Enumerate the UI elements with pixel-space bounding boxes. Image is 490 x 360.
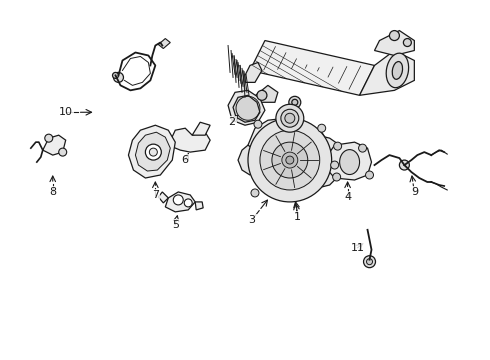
Polygon shape [195, 202, 203, 210]
Polygon shape [168, 128, 210, 152]
Polygon shape [192, 122, 210, 135]
Text: 10: 10 [59, 107, 73, 117]
Ellipse shape [386, 53, 409, 88]
Text: 11: 11 [350, 243, 365, 253]
Circle shape [390, 31, 399, 41]
Circle shape [333, 173, 341, 181]
Circle shape [146, 144, 161, 160]
Polygon shape [245, 62, 262, 82]
Circle shape [286, 156, 294, 164]
Text: 2: 2 [228, 117, 236, 127]
Polygon shape [165, 192, 195, 212]
Polygon shape [128, 125, 175, 178]
Circle shape [251, 189, 259, 197]
Circle shape [45, 134, 53, 142]
Text: 9: 9 [411, 187, 418, 197]
Polygon shape [43, 135, 66, 155]
Circle shape [359, 144, 367, 152]
Circle shape [272, 142, 308, 178]
Ellipse shape [340, 150, 360, 175]
Polygon shape [360, 50, 415, 95]
Circle shape [364, 256, 375, 268]
Polygon shape [374, 31, 415, 55]
Ellipse shape [392, 62, 403, 79]
Circle shape [260, 130, 319, 190]
Circle shape [292, 99, 298, 105]
Circle shape [184, 199, 192, 207]
Polygon shape [328, 142, 371, 180]
Circle shape [248, 118, 332, 202]
Circle shape [149, 148, 157, 156]
Polygon shape [252, 85, 278, 102]
Polygon shape [228, 90, 265, 125]
Circle shape [173, 195, 183, 205]
Text: 1: 1 [294, 212, 301, 222]
Text: 8: 8 [49, 187, 56, 197]
Circle shape [399, 160, 409, 170]
Text: 4: 4 [344, 192, 351, 202]
Polygon shape [135, 132, 171, 171]
Circle shape [367, 259, 372, 265]
Circle shape [113, 72, 119, 78]
Circle shape [281, 109, 299, 127]
Text: 5: 5 [172, 220, 179, 230]
Text: 7: 7 [152, 190, 159, 200]
Polygon shape [238, 145, 255, 175]
Circle shape [257, 90, 267, 100]
Polygon shape [250, 41, 374, 95]
Polygon shape [158, 39, 171, 49]
Circle shape [114, 72, 123, 82]
Circle shape [331, 161, 339, 169]
Circle shape [403, 39, 412, 46]
Polygon shape [248, 118, 333, 197]
Text: 6: 6 [182, 155, 189, 165]
Circle shape [366, 171, 373, 179]
Polygon shape [158, 192, 168, 203]
Circle shape [59, 148, 67, 156]
Circle shape [282, 152, 298, 168]
Circle shape [318, 124, 326, 132]
Circle shape [334, 142, 342, 150]
Circle shape [285, 113, 295, 123]
Circle shape [254, 120, 262, 128]
Text: 3: 3 [248, 215, 255, 225]
Polygon shape [305, 135, 344, 188]
Circle shape [289, 96, 301, 108]
Circle shape [276, 104, 304, 132]
Polygon shape [233, 95, 260, 122]
